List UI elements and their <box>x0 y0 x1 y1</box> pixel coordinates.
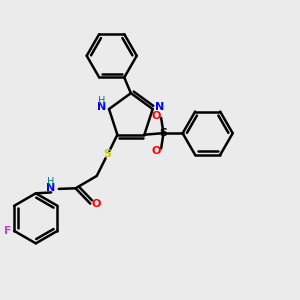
Text: F: F <box>4 226 11 236</box>
Text: S: S <box>160 128 167 138</box>
Text: H: H <box>47 177 55 188</box>
Text: N: N <box>154 102 164 112</box>
Text: O: O <box>151 111 160 121</box>
Text: O: O <box>151 146 160 156</box>
Text: S: S <box>103 149 111 159</box>
Text: O: O <box>92 199 101 208</box>
Text: H: H <box>98 96 105 106</box>
Text: N: N <box>46 183 56 193</box>
Text: N: N <box>97 102 106 112</box>
